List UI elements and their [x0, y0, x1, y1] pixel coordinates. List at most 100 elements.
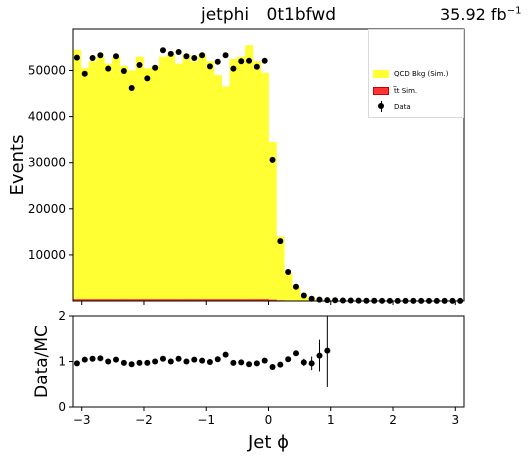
ratio-point [128, 361, 135, 368]
ratio-point [222, 351, 229, 358]
data-point [144, 75, 151, 82]
main-panel: 10000 20000 30000 40000 50000 Events [7, 28, 465, 305]
ratio-xtick-label: −1 [197, 413, 215, 427]
ratio-point [261, 357, 268, 364]
qcd-bar [88, 61, 97, 302]
ttbar-bar [213, 299, 222, 301]
data-point [206, 63, 213, 70]
qcd-bar [80, 68, 89, 302]
qcd-bar [221, 86, 230, 301]
ratio-point [167, 358, 174, 365]
qcd-bar [245, 45, 254, 302]
ratio-point [269, 363, 276, 370]
data-point [136, 61, 143, 68]
ttbar-bar [96, 299, 105, 301]
ttbar-bar [182, 299, 191, 301]
ratio-panel: 0 1 2 −3 −2 −1 0 1 2 3 Data/MC Jet ϕ [32, 309, 465, 453]
legend-swatch-qcd [373, 70, 389, 78]
data-point [292, 283, 299, 290]
chart-title: jetphi 0t1bfwd [201, 5, 336, 25]
qcd-bar [96, 56, 105, 302]
ratio-xtick-label: 2 [389, 413, 397, 427]
ttbar-bar [221, 299, 230, 301]
ttbar-bar [245, 299, 254, 301]
ttbar-bar [119, 299, 129, 301]
ratio-point [191, 356, 198, 363]
ratio-point [81, 356, 88, 363]
ratio-xtick-label: −2 [135, 413, 153, 427]
main-ylabel: Events [7, 135, 28, 196]
ratio-point [300, 359, 307, 366]
ttbar-bar [151, 299, 160, 301]
data-point [191, 55, 198, 62]
qcd-bar [299, 296, 309, 301]
qcd-bar [135, 56, 144, 302]
ratio-point [246, 361, 253, 368]
ratio-point [230, 359, 237, 366]
data-point [277, 238, 284, 245]
qcd-bar [112, 56, 121, 302]
ratio-point [144, 359, 151, 366]
qcd-bar [237, 56, 246, 302]
legend-label-ttbar: t̅t Sim. [394, 87, 418, 95]
ratio-point [293, 350, 300, 357]
data-point [183, 53, 190, 60]
data-point [73, 54, 80, 61]
ratio-point [152, 358, 159, 365]
qcd-bar [284, 273, 293, 301]
ratio-point [89, 355, 96, 362]
data-point [214, 58, 221, 65]
qcd-bar [198, 54, 207, 302]
data-point [199, 52, 206, 59]
ratio-point [175, 355, 182, 362]
ttbar-bar [268, 299, 277, 301]
qcd-bar [166, 54, 176, 302]
ratio-point [316, 352, 323, 359]
qcd-bar [252, 61, 262, 302]
legend-item-qcd: QCD Bkg (Sim.) [373, 70, 448, 78]
main-ytick-label: 10000 [28, 248, 66, 262]
ratio-ylabel: Data/MC [32, 325, 52, 398]
ratio-xtick-label: 0 [265, 413, 273, 427]
main-ytick-label: 50000 [28, 63, 66, 77]
data-point [113, 53, 120, 60]
ttbar-bar [88, 299, 97, 301]
ttbar-bar [159, 299, 168, 301]
qcd-bar [268, 141, 277, 301]
qcd-bar [182, 54, 191, 302]
ttbar-bar [104, 299, 113, 301]
qcd-bar [127, 70, 136, 302]
ttbar-bar [112, 299, 121, 301]
ratio-point [199, 357, 206, 364]
data-point [324, 297, 331, 304]
ttbar-bar [229, 299, 238, 301]
ratio-point [253, 360, 260, 367]
ttbar-bar [174, 299, 183, 301]
ratio-point [238, 359, 245, 366]
legend-label-data: Data [394, 103, 411, 111]
ratio-point [136, 359, 143, 366]
ratio-point [324, 347, 331, 354]
legend-marker-data [373, 101, 389, 112]
data-point [120, 67, 127, 74]
ratio-ytick-label: 0 [58, 400, 66, 414]
qcd-bar [292, 287, 301, 301]
luminosity-label: 35.92 fb−1 [440, 5, 521, 24]
ratio-point [285, 356, 292, 363]
legend-item-ttbar: t̅t Sim. [373, 87, 417, 95]
data-point [308, 295, 315, 302]
main-ytick-label: 30000 [28, 156, 66, 170]
data-point [269, 156, 276, 163]
ratio-point [277, 361, 284, 368]
ttbar-bar [127, 299, 136, 301]
ttbar-bar [135, 299, 144, 301]
qcd-bar [206, 61, 215, 302]
legend-swatch-ttbar [373, 87, 389, 95]
ratio-xtick-label: −3 [73, 413, 91, 427]
ratio-xtick-label: 1 [327, 413, 335, 427]
qcd-bar [213, 75, 222, 302]
ttbar-bar [73, 299, 82, 301]
qcd-bar [143, 68, 152, 302]
data-point [316, 296, 323, 303]
data-point [105, 65, 112, 72]
